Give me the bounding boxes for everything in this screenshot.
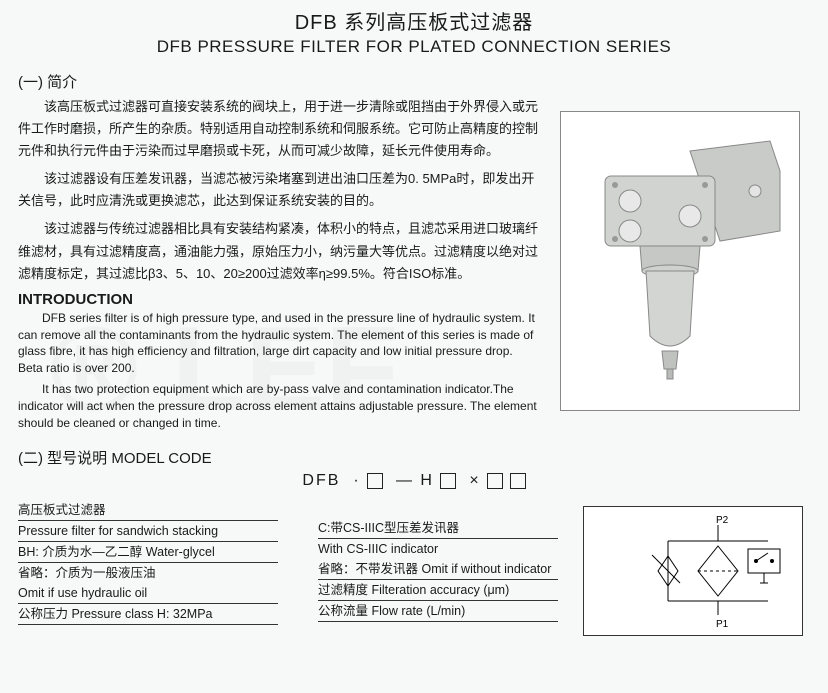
legend-l1: 高压板式过滤器 — [18, 500, 318, 521]
legend-m5: 公称流量 Flow rate (L/min) — [318, 601, 583, 622]
legend-m2: With CS-IIIC indicator — [318, 539, 583, 559]
filter-illustration — [570, 121, 790, 401]
code-box-1 — [367, 473, 383, 489]
diagram-label-top: P2 — [716, 515, 729, 526]
model-prefix: DFB — [302, 472, 340, 489]
main-row: (一) 简介 该高压板式过滤器可直接安装系统的阀块上，用于进一步清除或阻挡由于外… — [18, 71, 810, 435]
title-cn: DFB 系列高压板式过滤器 — [18, 6, 810, 35]
legend-l2: Pressure filter for sandwich stacking — [18, 521, 318, 542]
legend-l6: 公称压力 Pressure class H: 32MPa — [18, 604, 318, 625]
cn-paragraph-2: 该过滤器设有压差发讯器，当滤芯被污染堵塞到进出油口压差为0. 5MPa时，即发出… — [18, 168, 540, 212]
code-box-3 — [487, 473, 503, 489]
code-box-4 — [510, 473, 526, 489]
legend-mid-col: C:带CS-IIIC型压差发讯器 With CS-IIIC indicator … — [318, 500, 583, 622]
text-column: (一) 简介 该高压板式过滤器可直接安装系统的阀块上，用于进一步清除或阻挡由于外… — [18, 71, 560, 435]
legend-m4: 过滤精度 Filteration accuracy (μm) — [318, 580, 583, 601]
cn-paragraph-1: 该高压板式过滤器可直接安装系统的阀块上，用于进一步清除或阻挡由于外界侵入或元件工… — [18, 96, 540, 162]
legend-left-col: 高压板式过滤器 Pressure filter for sandwich sta… — [18, 500, 318, 625]
product-photo — [560, 111, 800, 411]
code-box-2 — [440, 473, 456, 489]
page-content: DFB 系列高压板式过滤器 DFB PRESSURE FILTER FOR PL… — [0, 0, 828, 636]
legend-m1: C:带CS-IIIC型压差发讯器 — [318, 518, 583, 539]
hydraulic-symbol-diagram: P2 — [583, 506, 803, 636]
legend-l5: Omit if use hydraulic oil — [18, 583, 318, 604]
image-column — [560, 71, 810, 435]
model-code-template: DFB · — H × — [18, 472, 810, 490]
section-intro-head-cn: (一) 简介 — [18, 71, 540, 92]
legend-l3: BH: 介质为水—乙二醇 Water-glycel — [18, 542, 318, 563]
legend-m3: 省略：不带发讯器 Omit if without indicator — [318, 559, 583, 580]
cn-paragraph-3: 该过滤器与传统过滤器相比具有安装结构紧凑，体积小的特点，且滤芯采用进口玻璃纤维滤… — [18, 218, 540, 284]
diagram-label-bottom: P1 — [716, 619, 729, 630]
en-paragraph-1: DFB series filter is of high pressure ty… — [18, 310, 540, 377]
section-intro-head-en: INTRODUCTION — [18, 291, 540, 308]
legend-l4: 省略：介质为一般液压油 — [18, 563, 318, 583]
legend-right-col: P2 — [583, 500, 803, 636]
title-en: DFB PRESSURE FILTER FOR PLATED CONNECTIO… — [18, 37, 810, 57]
section-model-head: (二) 型号说明 MODEL CODE — [18, 447, 810, 468]
model-legend-row: 高压板式过滤器 Pressure filter for sandwich sta… — [18, 500, 810, 636]
en-paragraph-2: It has two protection equipment which ar… — [18, 381, 540, 431]
